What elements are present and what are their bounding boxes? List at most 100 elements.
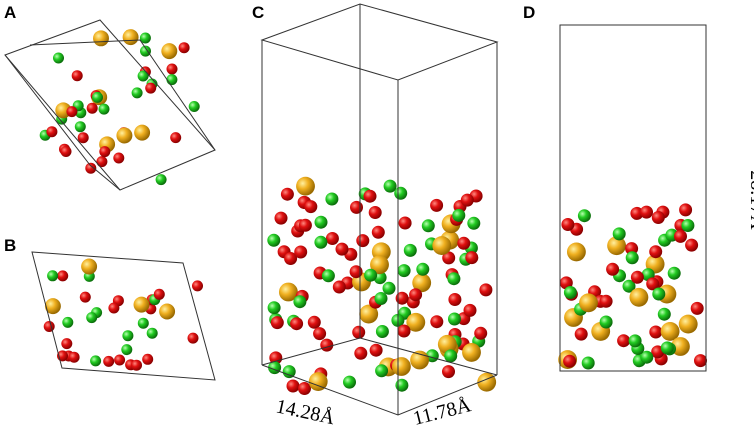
atom: [122, 29, 139, 46]
atom: [134, 124, 151, 141]
atom: [660, 321, 680, 341]
atom: [92, 91, 103, 103]
atom: [375, 325, 389, 338]
atom: [566, 242, 586, 262]
atom: [142, 353, 154, 365]
atom: [53, 52, 64, 64]
atom: [274, 211, 288, 225]
atom: [612, 227, 626, 241]
atom: [280, 187, 294, 201]
atom: [98, 103, 110, 115]
atom: [670, 337, 690, 356]
atom: [395, 291, 409, 305]
atom: [375, 364, 389, 378]
atom: [391, 357, 411, 376]
atom: [479, 283, 493, 297]
atom: [383, 179, 397, 193]
atom: [313, 327, 327, 341]
atom: [286, 379, 300, 393]
atom: [349, 265, 363, 279]
atom: [298, 218, 312, 232]
atom: [694, 354, 707, 368]
atom: [350, 200, 363, 214]
atom: [563, 286, 577, 299]
atom: [395, 378, 409, 392]
atom: [131, 87, 143, 99]
atom: [74, 121, 86, 133]
atom: [139, 32, 151, 44]
atom: [116, 127, 133, 144]
atom: [370, 255, 389, 275]
atom: [448, 293, 462, 306]
atom: [397, 264, 411, 278]
atom: [44, 298, 61, 315]
atom: [432, 236, 452, 256]
atom: [278, 282, 298, 302]
atom: [599, 315, 613, 329]
atom: [122, 330, 134, 342]
atom: [442, 365, 455, 379]
atom: [145, 82, 157, 94]
atom: [298, 382, 311, 395]
atom: [437, 334, 457, 354]
atom: [374, 292, 388, 305]
atom: [140, 45, 151, 57]
atom: [269, 351, 283, 365]
atom: [460, 193, 474, 207]
atom: [394, 186, 408, 200]
atom: [625, 251, 639, 265]
atom: [166, 74, 178, 86]
atom: [681, 219, 695, 232]
atom: [81, 258, 98, 275]
atom: [447, 272, 461, 286]
cell-c: [260, 3, 499, 416]
atom: [86, 312, 98, 324]
atom: [617, 334, 631, 348]
cell-b: [31, 251, 216, 381]
panel-label: D: [523, 3, 535, 22]
panel-label: A: [4, 3, 16, 22]
dimension-label: 14.28Å: [274, 395, 337, 429]
atom: [574, 327, 588, 341]
atom: [406, 312, 426, 332]
atom: [294, 245, 308, 259]
atom: [397, 324, 411, 338]
atom: [629, 287, 649, 307]
atom: [290, 317, 304, 331]
atom: [86, 102, 98, 114]
atom: [79, 291, 91, 303]
atom: [325, 232, 339, 245]
atom: [679, 203, 693, 217]
atom: [363, 189, 377, 203]
atom: [188, 101, 200, 112]
atoms: [39, 29, 707, 395]
atom: [457, 236, 471, 250]
atom: [159, 303, 176, 320]
atom: [649, 325, 663, 339]
atom: [85, 162, 97, 174]
atom: [270, 316, 284, 330]
atom: [369, 343, 383, 357]
atom: [304, 200, 318, 214]
atom: [577, 209, 591, 223]
dimension-label: 11.78Å: [411, 394, 474, 430]
panel-label: C: [252, 3, 264, 22]
atom: [282, 365, 296, 379]
atom: [103, 355, 115, 367]
cell-d: [559, 24, 707, 372]
atom: [99, 146, 111, 158]
atom: [416, 262, 430, 276]
atom: [649, 245, 663, 259]
atom: [352, 325, 366, 339]
atom: [43, 321, 55, 332]
atom: [607, 236, 627, 256]
atom: [166, 63, 178, 75]
atom: [465, 251, 479, 265]
atom: [462, 342, 481, 362]
atom: [267, 233, 281, 247]
atom: [137, 317, 149, 329]
atom: [685, 238, 699, 252]
atom: [651, 211, 665, 224]
atom: [62, 316, 74, 328]
